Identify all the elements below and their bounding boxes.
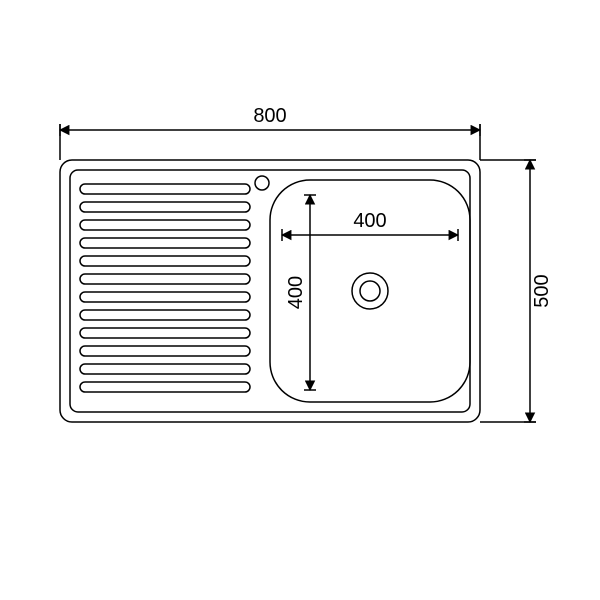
drainer-groove xyxy=(80,382,250,392)
drainer-groove xyxy=(80,202,250,212)
drainer-groove xyxy=(80,238,250,248)
dimension-label: 500 xyxy=(531,274,553,307)
drainer-groove xyxy=(80,274,250,284)
drainer-groove xyxy=(80,364,250,374)
drainer-groove xyxy=(80,346,250,356)
dimension-label: 400 xyxy=(285,276,307,309)
drainer-groove xyxy=(80,310,250,320)
drainer-groove xyxy=(80,184,250,194)
dimension-label: 400 xyxy=(353,210,386,232)
drainer-groove xyxy=(80,220,250,230)
drainer-groove xyxy=(80,256,250,266)
tap-hole xyxy=(255,176,269,190)
sink-technical-drawing: 800 500 400 400 xyxy=(0,0,600,600)
drainer-groove xyxy=(80,328,250,338)
drain-inner xyxy=(360,281,380,301)
drainer-groove xyxy=(80,292,250,302)
drain-outer xyxy=(352,273,388,309)
dimension-label: 800 xyxy=(253,105,286,127)
